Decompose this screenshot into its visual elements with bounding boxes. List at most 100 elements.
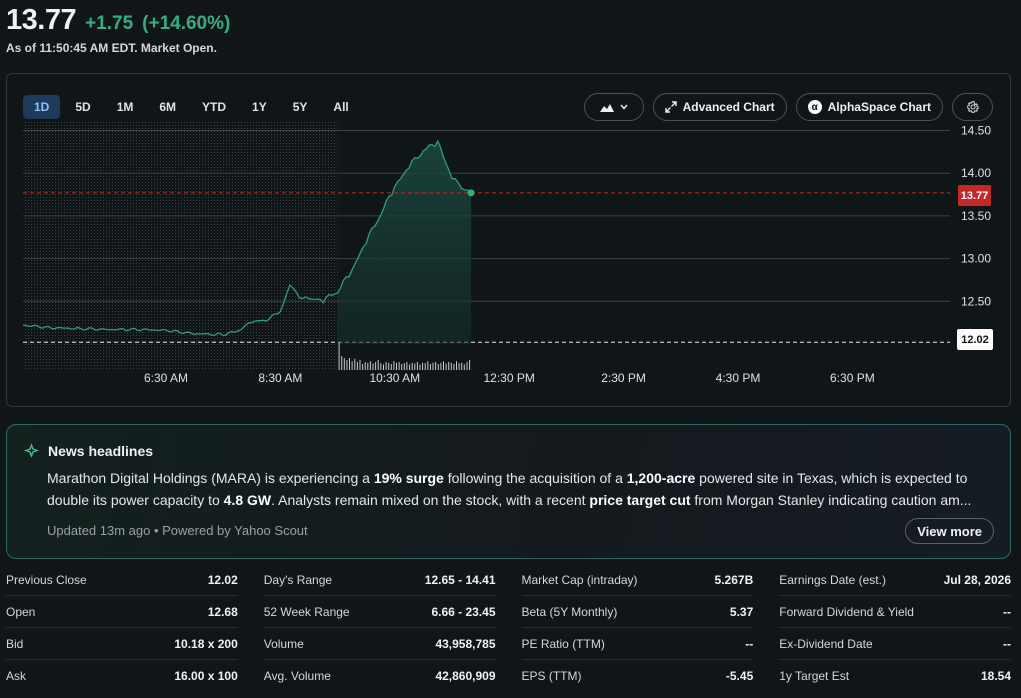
current-price: 13.77 (6, 4, 77, 36)
advanced-chart-button[interactable]: Advanced Chart (652, 93, 787, 121)
volume-bar (369, 361, 371, 370)
news-title: News headlines (48, 442, 154, 459)
volume-bar (364, 362, 366, 370)
previous-close-tag: 12.02 (957, 329, 993, 350)
volume-bar (398, 362, 400, 370)
range-5d[interactable]: 5D (75, 100, 91, 114)
stat-value: Jul 28, 2026 (943, 572, 1011, 587)
stat-row: Avg. Volume 42,860,909 (264, 660, 496, 692)
volume-bar (419, 364, 421, 370)
news-highlight: 1,200-acre (626, 470, 696, 486)
volume-bar (416, 362, 418, 370)
volume-bar (429, 364, 431, 370)
x-tick-label: 4:30 PM (716, 371, 761, 385)
range-all[interactable]: All (333, 100, 349, 114)
range-ytd[interactable]: YTD (202, 100, 227, 114)
stat-value: 16.00 x 100 (174, 669, 238, 683)
news-header: News headlines (23, 442, 153, 459)
stat-value: 6.66 - 23.45 (431, 604, 496, 619)
view-more-button[interactable]: View more (905, 518, 994, 544)
chart-settings-button[interactable] (952, 93, 993, 121)
stat-label: PE Ratio (TTM) (521, 636, 605, 651)
stat-row: 1y Target Est 18.54 (779, 660, 1011, 692)
volume-bar (461, 362, 463, 370)
quote-statistics: Previous Close 12.02 Open 12.68 Bid 10.18 x… (6, 564, 1011, 692)
price-chart[interactable]: 12.50 13.00 13.50 14.00 14.50 6:30 AM 8:30 AM 1… (7, 74, 1010, 385)
mountain-chart-icon (599, 104, 614, 112)
stat-value: 42,860,909 (435, 669, 496, 683)
volume-bar (411, 362, 413, 370)
volume-bar (367, 362, 369, 370)
stat-value: -- (1003, 604, 1011, 619)
range-1m[interactable]: 1M (116, 100, 134, 114)
stat-row: 52 Week Range 6.66 - 23.45 (263, 596, 496, 628)
stat-label: 1y Target Est (779, 669, 850, 683)
volume-bar (453, 364, 455, 370)
y-tick-label: 13.00 (961, 252, 991, 266)
volume-bar (403, 363, 405, 370)
stat-value: -- (745, 636, 754, 651)
stat-row: Ex-Dividend Date -- (779, 628, 1011, 660)
y-tick-label: 14.50 (961, 124, 991, 138)
stat-label: Ask (6, 669, 27, 683)
stats-column: Day's Range 12.65 - 14.41 52 Week Range 6.… (263, 564, 496, 692)
price-area (337, 141, 472, 344)
volume-bar (380, 363, 382, 370)
volume-bar (346, 360, 348, 370)
volume-bar (362, 364, 364, 370)
range-selector: 1D 5D 1M 6M YTD 1Y 5Y All (23, 95, 360, 119)
news-card: News headlines Marathon Digital Holdings… (6, 424, 1011, 559)
alphaspace-chart-button[interactable]: α AlphaSpace Chart (795, 93, 943, 121)
stat-label: Volume (263, 636, 304, 651)
stat-label: EPS (TTM) (521, 669, 582, 683)
volume-bar (445, 363, 447, 370)
volume-bar (401, 364, 403, 370)
stats-column: Earnings Date (est.) Jul 28, 2026 Forward… (779, 564, 1011, 692)
stat-row: Earnings Date (est.) Jul 28, 2026 (779, 564, 1011, 596)
news-text: following the acquisition of a (443, 470, 627, 486)
news-highlight: price target cut (589, 492, 691, 508)
volume-bar (338, 342, 340, 370)
stat-row: Open 12.68 (6, 596, 238, 628)
stat-label: Ex-Dividend Date (779, 636, 873, 651)
range-1d[interactable]: 1D (23, 95, 61, 119)
volume-bar (356, 362, 358, 370)
volume-bar (456, 361, 457, 370)
y-tick-label: 12.50 (961, 294, 991, 308)
advanced-chart-label: Advanced Chart (682, 100, 775, 114)
range-1y[interactable]: 1Y (252, 100, 267, 114)
volume-bar (466, 362, 468, 370)
chart-panel: 1D 5D 1M 6M YTD 1Y 5Y All Advanced Chart… (6, 73, 1011, 407)
volume-bar (343, 358, 345, 370)
news-text: Marathon Digital Holdings (MARA) is expe… (47, 470, 374, 486)
chart-tools: Advanced Chart α AlphaSpace Chart (583, 93, 993, 121)
range-5y[interactable]: 5Y (292, 100, 308, 114)
volume-bar (349, 358, 350, 370)
volume-bar (385, 362, 387, 370)
stat-label: Market Cap (intraday) (521, 572, 638, 587)
volume-bar (448, 362, 450, 370)
volume-bar (383, 364, 384, 370)
stat-value: 12.02 (207, 572, 238, 587)
stat-value: 10.18 x 200 (174, 636, 238, 651)
stat-value: 43,958,785 (435, 636, 496, 651)
news-highlight: 4.8 GW (223, 492, 272, 508)
stat-value: 12.68 (207, 604, 238, 619)
range-6m[interactable]: 6M (159, 100, 177, 114)
volume-bar (406, 362, 408, 370)
stat-label: Earnings Date (est.) (779, 572, 886, 587)
volume-bar (435, 362, 437, 370)
volume-bar (377, 360, 379, 370)
stat-label: Beta (5Y Monthly) (521, 604, 618, 619)
alphaspace-chart-label: AlphaSpace Chart (827, 100, 931, 114)
stat-value: -5.45 (725, 669, 754, 683)
news-highlight: 19% surge (373, 470, 444, 486)
volume-bar (427, 361, 429, 370)
stat-row: Previous Close 12.02 (6, 564, 238, 596)
chart-type-button[interactable] (583, 93, 644, 121)
volume-bar (351, 361, 353, 370)
stat-label: Day's Range (263, 572, 333, 587)
x-tick-label: 2:30 PM (601, 371, 646, 385)
volume-bar (469, 360, 471, 370)
volume-bar (414, 363, 416, 370)
